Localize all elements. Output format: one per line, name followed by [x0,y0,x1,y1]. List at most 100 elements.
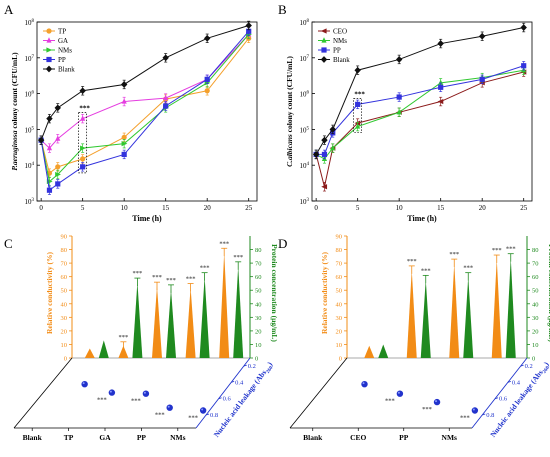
legend-label: Blank [333,56,350,64]
legend-label: NMs [333,37,347,45]
depth-tick-label: 0.4 [512,379,521,386]
x-tick-label: 5 [81,204,85,212]
data-point [55,164,61,170]
significance-label: *** [79,105,90,113]
y-tick-label: 107 [25,55,35,63]
data-point [46,187,53,193]
nucleic-acid-highlight [82,382,85,385]
data-point [437,40,444,47]
right-axis-title: Protein concentration (μg/mL) [547,244,550,342]
protein-significance: *** [463,265,473,272]
left-tick-label: 60 [336,274,343,281]
right-tick-label: 60 [532,274,539,281]
y-tick-exponent: 5 [32,126,35,131]
legend-marker [320,28,327,34]
depth-tick [243,364,247,367]
nucleic-significance: *** [131,398,141,405]
legend-label: PP [333,47,341,55]
left-tick-label: 70 [336,261,343,268]
depth-tick-label: 0.8 [486,412,494,419]
panel-letter-c: C [4,236,13,251]
conductivity-bar [152,286,162,358]
right-tick-label: 10 [255,342,262,349]
panel-letter-a: A [4,2,14,17]
y-tick-label: 103 [300,198,310,206]
left-tick-label: 60 [61,274,68,281]
right-tick-label: 30 [532,315,539,322]
y-tick-exponent: 4 [307,162,310,167]
nucleic-acid-point [142,390,150,397]
depth-tick [482,413,486,416]
nucleic-acid-highlight [167,405,170,408]
protein-bar [98,340,109,358]
category-label: NMs [170,433,185,442]
conductivity-bar [364,345,375,358]
conductivity-significance: *** [407,258,417,265]
legend-marker [320,56,328,63]
protein-bar [233,265,244,358]
legend-marker [46,37,52,43]
conductivity-bar [185,287,196,358]
data-point [245,22,252,29]
category-label: GA [99,433,111,442]
left-tick-label: 10 [61,342,68,349]
data-point [80,164,86,170]
right-tick-label: 0 [532,356,535,363]
data-point [162,54,169,62]
depth-tick-label: 0.6 [223,396,232,403]
data-point [396,94,402,100]
nucleic-acid-highlight [109,390,112,393]
y-tick-label: 107 [300,55,310,63]
data-point [203,34,211,42]
depth-title-sub: 260 [542,365,550,374]
x-tick-label: 15 [162,204,170,212]
depth-axis-line [471,357,528,429]
right-tick-label: 80 [532,247,539,254]
data-point [204,76,210,82]
conductivity-significance: *** [449,251,459,258]
legend-marker [321,47,327,53]
y-tick-label: 106 [300,91,310,99]
data-point [321,184,328,190]
floor-left-edge [289,357,348,429]
y-axis-label-species: P.aeruginosa [10,130,19,170]
nucleic-acid-point [166,404,173,411]
nucleic-acid-point [396,390,404,397]
y-tick-exponent: 3 [32,198,35,203]
protein-bar [132,282,143,358]
data-point [55,135,61,141]
series-line-ga [40,34,250,149]
legend-label: CEO [333,28,347,36]
data-point [121,151,127,158]
y-tick-label: 103 [25,198,35,206]
depth-tick [494,397,499,400]
data-point [46,115,53,123]
y-tick-exponent: 4 [32,162,35,167]
nucleic-significance: *** [460,415,470,422]
plot-frame [311,21,533,202]
legend-marker [45,65,53,73]
nucleic-acid-point [361,380,368,388]
protein-significance: *** [506,246,516,253]
data-point [438,84,444,90]
left-tick-label: 90 [336,234,343,241]
conductivity-significance: *** [186,276,196,283]
data-point [355,123,361,129]
protein-significance: *** [233,254,243,261]
data-point [479,76,485,82]
y-tick-exponent: 8 [307,19,310,24]
nucleic-acid-point [81,380,88,388]
floor-left-edge [13,357,73,429]
data-point [321,136,328,144]
y-tick-exponent: 6 [32,91,35,96]
conductivity-bar [449,263,460,358]
right-tick-label: 0 [255,356,258,363]
category-label: Blank [23,433,43,442]
y-tick-exponent: 5 [307,126,310,131]
x-tick-label: 10 [396,204,404,212]
protein-significance: *** [133,270,143,277]
protein-bar [199,276,210,358]
data-point [521,63,527,69]
y-tick-exponent: 7 [32,55,35,60]
x-tick-label: 25 [520,204,528,212]
